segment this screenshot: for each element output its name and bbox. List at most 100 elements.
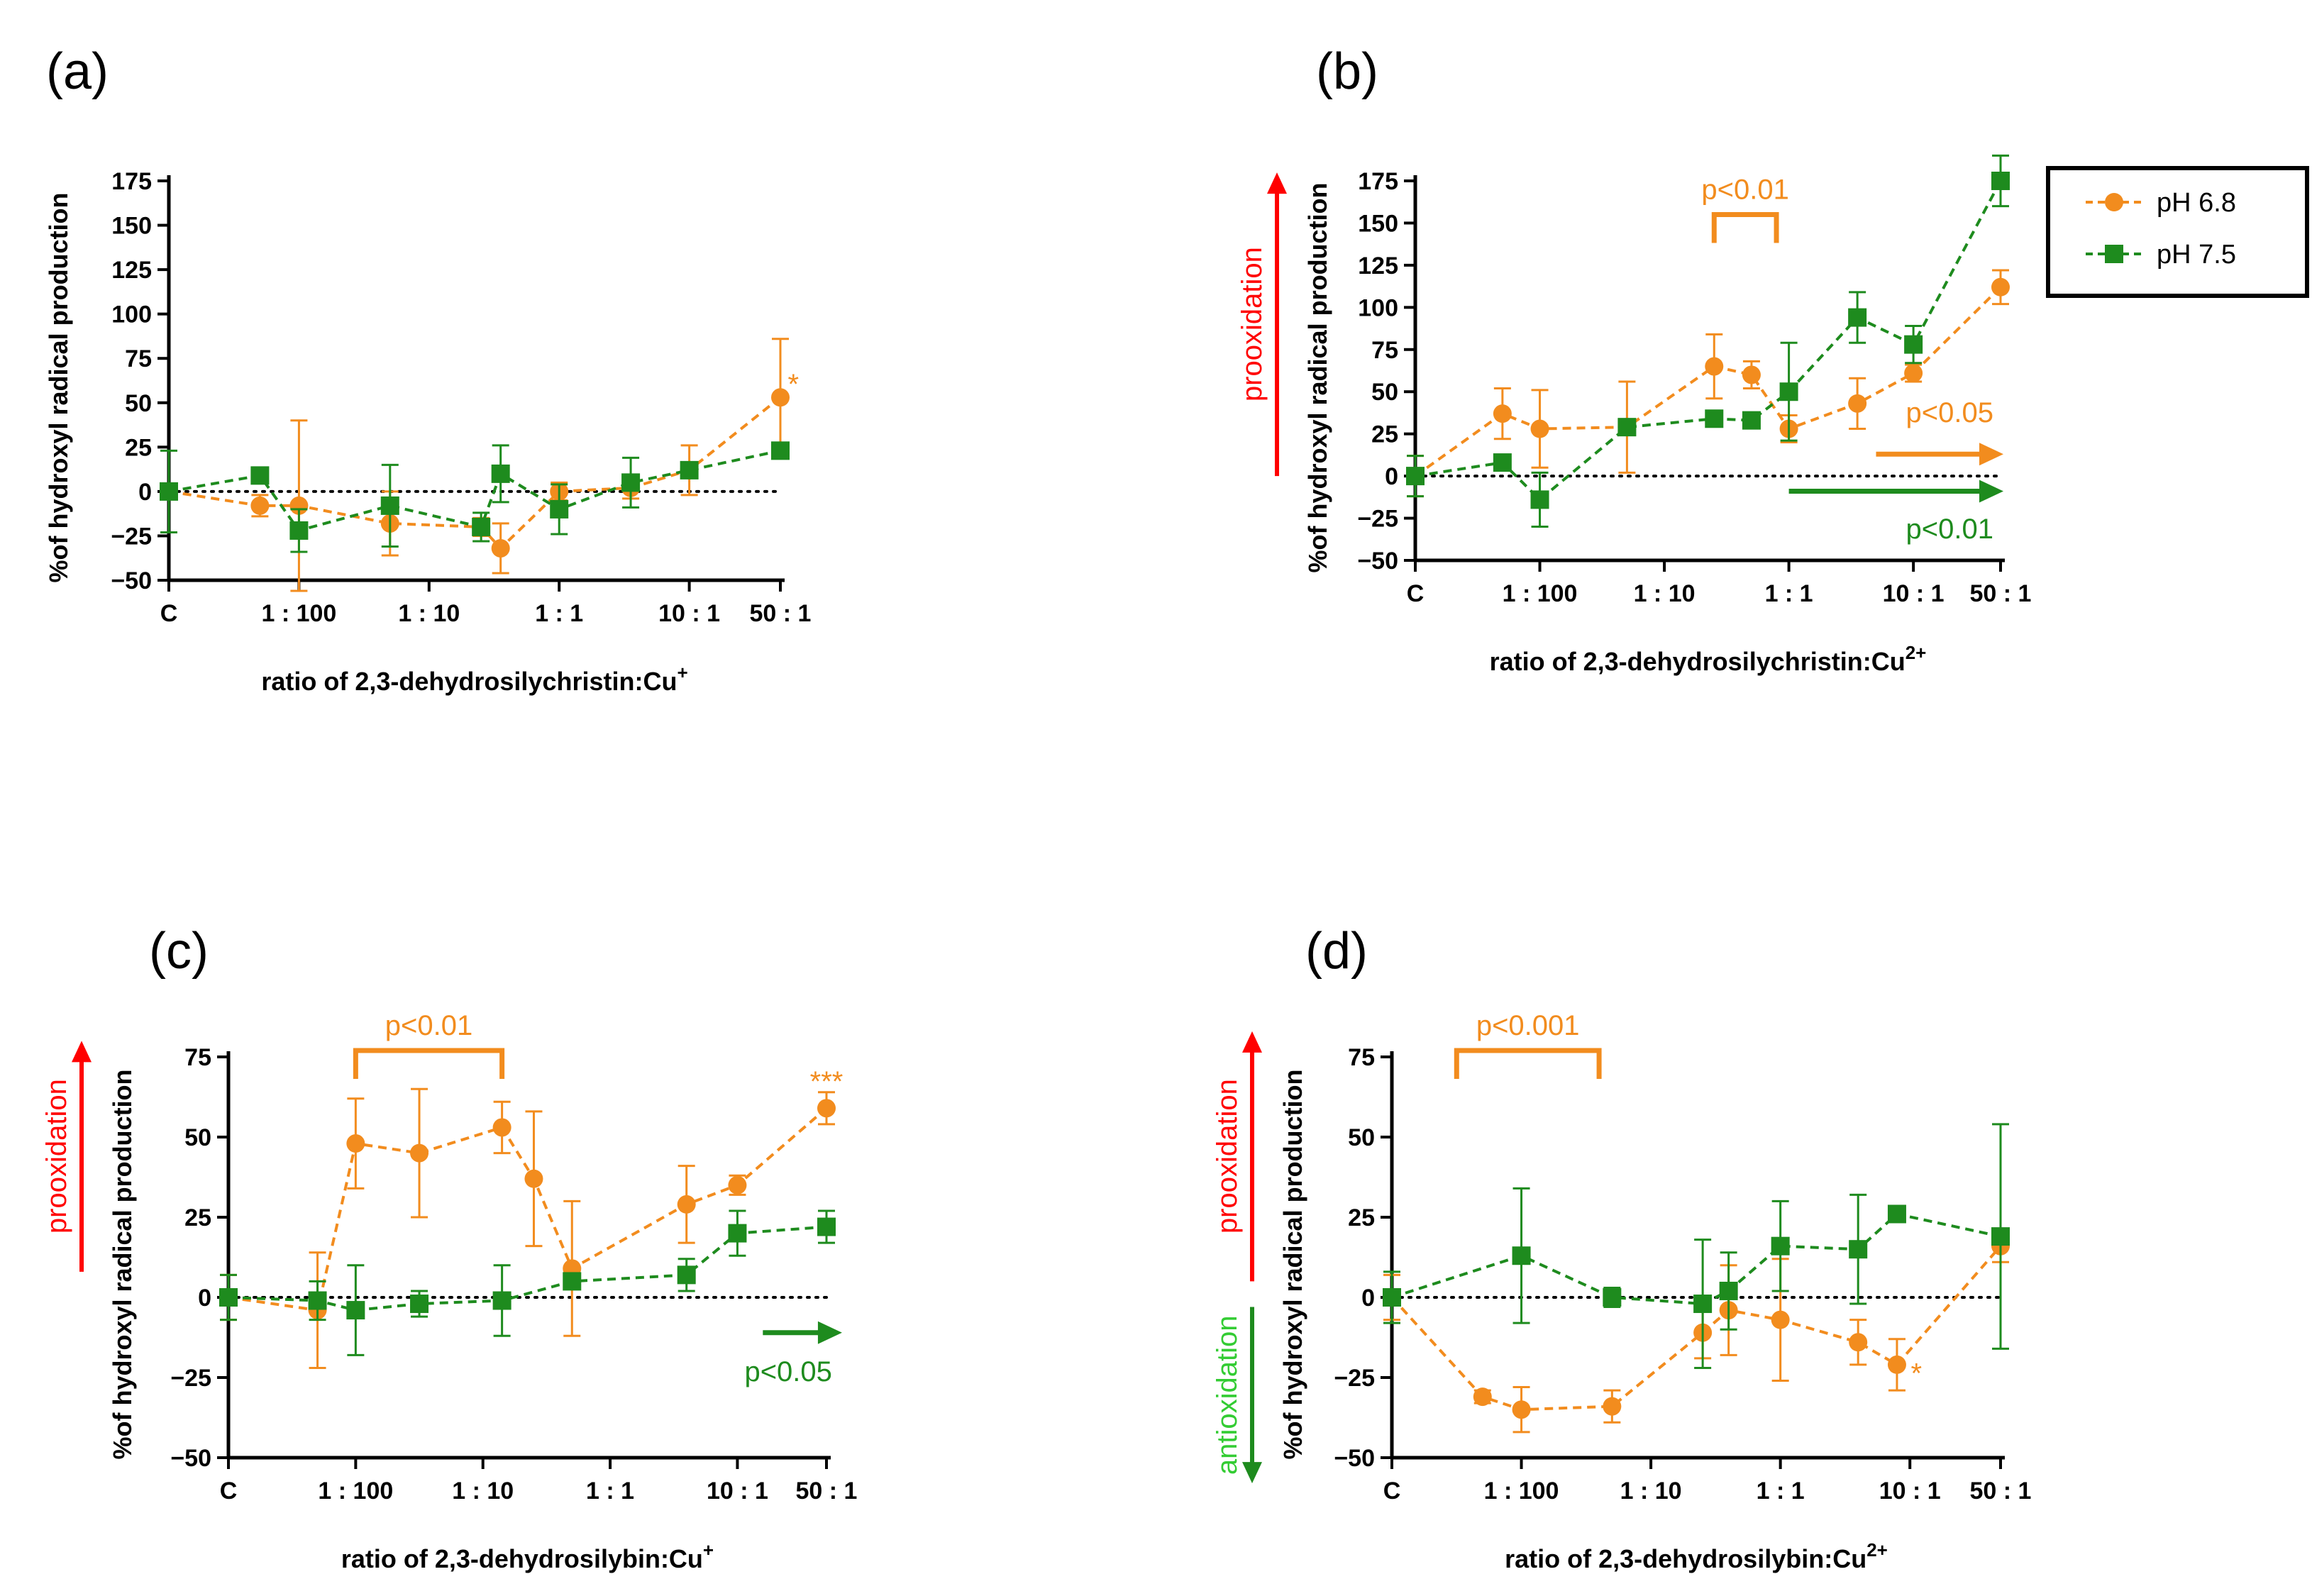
point-b-ph68-4 bbox=[1705, 357, 1724, 376]
x-tick-label-a-4: 10 : 1 bbox=[658, 600, 720, 627]
point-b-ph75-0 bbox=[1406, 467, 1425, 486]
point-a-ph75-5 bbox=[491, 464, 510, 483]
point-c-ph75-5 bbox=[563, 1272, 582, 1291]
series-c-ph75 bbox=[219, 1209, 836, 1356]
panel-label-b: (b) bbox=[1316, 43, 1378, 100]
side-arrowhead-d-0 bbox=[1242, 1031, 1262, 1053]
point-d-ph68-6 bbox=[1771, 1310, 1790, 1329]
x-tick-label-a-5: 50 : 1 bbox=[750, 600, 812, 627]
point-c-ph75-6 bbox=[677, 1265, 696, 1285]
x-tick-label-a-2: 1 : 10 bbox=[398, 600, 460, 627]
point-c-ph75-8 bbox=[817, 1217, 836, 1236]
bracket-label-d-0: p<0.001 bbox=[1476, 1010, 1580, 1041]
point-c-ph68-2 bbox=[346, 1134, 365, 1153]
line-b-ph75 bbox=[1415, 180, 2002, 502]
y-tick-label-d-2: 0 bbox=[1361, 1285, 1375, 1312]
panel-label-c: (c) bbox=[149, 923, 209, 980]
panel-d: (d) −50 −25 0 25 50 75 C 1 : 100 1 : 10 1 : 1 10 : … bbox=[1212, 923, 2031, 1573]
y-tick-label-b-2: 0 bbox=[1385, 463, 1398, 490]
y-axis-label-d: %of hydroxyl radical production bbox=[1278, 1069, 1307, 1459]
x-tick-label-c-4: 10 : 1 bbox=[707, 1478, 768, 1504]
point-c-ph75-4 bbox=[492, 1291, 511, 1310]
point-c-ph75-7 bbox=[728, 1224, 747, 1243]
y-tick-label-b-8: 150 bbox=[1358, 210, 1398, 237]
point-d-ph75-8 bbox=[1991, 1227, 2010, 1246]
legend-ph75-marker bbox=[2105, 245, 2123, 263]
x-tick-label-b-4: 10 : 1 bbox=[1883, 580, 1945, 607]
point-a-ph75-8 bbox=[680, 460, 699, 480]
y-tick-label-a-3: 25 bbox=[125, 434, 152, 461]
panel-a: (a) −50 −25 0 25 50 75 100 125 150 175 C 1 : 100 1 : … bbox=[44, 43, 811, 696]
x-tick-label-b-1: 1 : 100 bbox=[1503, 580, 1578, 607]
trend-label-b-1: p<0.01 bbox=[1906, 514, 1993, 545]
point-d-ph75-2 bbox=[1603, 1288, 1622, 1307]
series-b-ph68 bbox=[1406, 269, 2010, 498]
x-tick-label-d-0: C bbox=[1383, 1478, 1401, 1504]
point-a-ph75-4 bbox=[472, 517, 491, 536]
series-b-ph75 bbox=[1406, 154, 2010, 528]
point-b-ph75-3 bbox=[1617, 418, 1637, 437]
point-c-ph68-5 bbox=[524, 1169, 543, 1188]
y-tick-label-b-3: 25 bbox=[1371, 421, 1398, 448]
y-tick-label-d-4: 50 bbox=[1348, 1124, 1375, 1151]
y-tick-label-a-9: 175 bbox=[111, 168, 152, 195]
panel-label-a: (a) bbox=[46, 43, 109, 100]
significance-d-0: * bbox=[1911, 1358, 1923, 1389]
y-tick-label-b-6: 100 bbox=[1358, 294, 1398, 321]
point-b-ph68-5 bbox=[1742, 365, 1761, 384]
y-tick-label-b-1: −25 bbox=[1357, 506, 1398, 533]
y-axis-label-c: %of hydroxyl radical production bbox=[108, 1069, 137, 1459]
series-d-ph68 bbox=[1383, 1229, 2010, 1434]
y-tick-label-a-6: 100 bbox=[111, 301, 152, 328]
point-c-ph75-2 bbox=[346, 1301, 365, 1320]
x-tick-label-b-2: 1 : 10 bbox=[1634, 580, 1696, 607]
point-d-ph68-8 bbox=[1887, 1355, 1906, 1374]
point-c-ph68-7 bbox=[677, 1195, 696, 1214]
point-d-ph68-7 bbox=[1849, 1333, 1868, 1352]
line-c-ph68 bbox=[228, 1107, 828, 1312]
y-axis-label-a: %of hydroxyl radical production bbox=[44, 192, 73, 582]
x-tick-label-d-3: 1 : 1 bbox=[1757, 1478, 1805, 1504]
y-tick-label-d-3: 25 bbox=[1348, 1204, 1375, 1231]
x-axis-label-a: ratio of 2,3-dehydrosilychristin:Cu+ bbox=[261, 662, 687, 696]
trend-arrowhead-b-1 bbox=[1979, 480, 2003, 503]
legend-box bbox=[2046, 166, 2309, 298]
line-b-ph68 bbox=[1414, 286, 2002, 477]
y-tick-label-b-0: −50 bbox=[1357, 548, 1398, 575]
trend-arrowhead-b-0 bbox=[1979, 443, 2003, 466]
x-tick-label-c-2: 1 : 10 bbox=[452, 1478, 514, 1504]
point-b-ph75-9 bbox=[1991, 172, 2010, 190]
legend-ph75-label: pH 7.5 bbox=[2157, 240, 2236, 270]
y-tick-label-b-4: 50 bbox=[1371, 379, 1398, 406]
point-c-ph68-9 bbox=[817, 1099, 836, 1118]
side-label-d-1: antioxidation bbox=[1212, 1316, 1243, 1475]
y-tick-label-a-8: 150 bbox=[111, 213, 152, 240]
x-tick-label-d-5: 50 : 1 bbox=[1970, 1478, 2032, 1504]
point-d-ph75-0 bbox=[1383, 1288, 1401, 1307]
point-b-ph68-7 bbox=[1848, 394, 1867, 413]
y-tick-label-a-2: 0 bbox=[138, 479, 152, 506]
point-d-ph75-3 bbox=[1693, 1295, 1713, 1314]
point-c-ph75-3 bbox=[410, 1295, 429, 1314]
x-tick-label-a-0: C bbox=[160, 600, 178, 627]
y-tick-label-a-0: −50 bbox=[111, 567, 152, 594]
series-d-ph75 bbox=[1383, 1123, 2010, 1369]
point-b-ph68-1 bbox=[1493, 404, 1512, 423]
point-b-ph75-7 bbox=[1848, 308, 1867, 327]
y-tick-label-b-5: 75 bbox=[1371, 337, 1398, 364]
trend-label-b-0: p<0.05 bbox=[1906, 397, 1993, 428]
line-d-ph75 bbox=[1391, 1212, 2001, 1306]
y-tick-label-d-1: −25 bbox=[1334, 1365, 1375, 1392]
x-axis-label-b: ratio of 2,3-dehydrosilychristin:Cu2+ bbox=[1490, 642, 1927, 676]
panel-c: (c) −50 −25 0 25 50 75 C 1 : 100 1 : 10 1 : 1 10 : … bbox=[41, 923, 857, 1573]
legend-ph68-label: pH 6.8 bbox=[2157, 188, 2236, 218]
point-b-ph75-2 bbox=[1530, 490, 1549, 509]
point-c-ph75-1 bbox=[308, 1291, 327, 1310]
line-a-ph68 bbox=[168, 396, 782, 550]
x-tick-label-b-3: 1 : 1 bbox=[1765, 580, 1813, 607]
y-axis-label-b: %of hydroxyl radical production bbox=[1303, 182, 1332, 572]
point-c-ph68-3 bbox=[410, 1143, 429, 1163]
point-c-ph68-8 bbox=[728, 1175, 747, 1195]
point-d-ph68-2 bbox=[1512, 1400, 1531, 1419]
